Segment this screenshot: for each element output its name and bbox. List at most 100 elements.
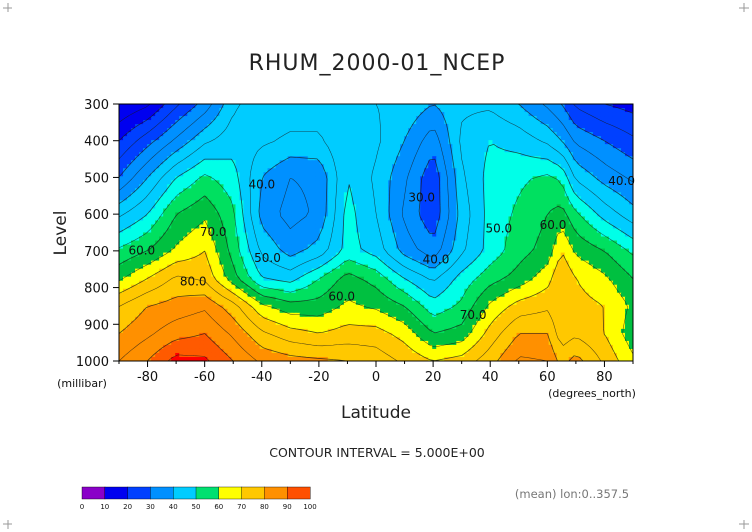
contour-cell bbox=[556, 148, 562, 153]
contour-cell bbox=[600, 108, 606, 113]
contour-cell bbox=[384, 104, 389, 109]
contour-cell bbox=[327, 108, 333, 113]
contour-cell bbox=[600, 192, 606, 197]
contour-cell bbox=[247, 232, 253, 238]
contour-cell bbox=[424, 140, 429, 145]
contour-cell bbox=[536, 148, 542, 153]
contour-cell bbox=[155, 240, 160, 246]
contour-cell bbox=[416, 176, 421, 181]
contour-cell bbox=[343, 232, 349, 238]
contour-cell bbox=[496, 104, 502, 109]
contour-cell bbox=[388, 128, 393, 133]
contour-cell bbox=[596, 228, 602, 234]
contour-cell bbox=[319, 240, 325, 246]
contour-cell bbox=[291, 168, 297, 173]
contour-cell bbox=[275, 168, 281, 173]
contour-cell bbox=[416, 112, 421, 117]
contour-cell bbox=[492, 136, 498, 141]
contour-cell bbox=[388, 108, 393, 113]
contour-cell bbox=[464, 248, 469, 254]
contour-cell bbox=[203, 236, 208, 242]
contour-cell bbox=[380, 252, 385, 258]
contour-cell bbox=[339, 196, 345, 201]
contour-cell bbox=[612, 248, 618, 254]
contour-cell bbox=[448, 248, 453, 254]
contour-cell bbox=[532, 172, 538, 177]
contour-cell bbox=[363, 216, 369, 222]
contour-cell bbox=[275, 232, 281, 238]
contour-cell bbox=[219, 248, 225, 254]
contour-cell bbox=[275, 184, 281, 189]
contour-cell bbox=[331, 172, 337, 177]
contour-cell bbox=[484, 244, 490, 250]
contour-cell bbox=[199, 256, 204, 262]
contour-cell bbox=[307, 144, 313, 149]
contour-cell bbox=[384, 244, 389, 250]
contour-cell bbox=[243, 144, 249, 149]
contour-cell bbox=[544, 188, 550, 193]
contour-cell bbox=[291, 164, 297, 169]
contour-cell bbox=[131, 224, 136, 230]
contour-cell bbox=[428, 248, 433, 254]
contour-cell bbox=[151, 128, 156, 133]
contour-cell bbox=[608, 224, 614, 230]
contour-cell bbox=[215, 108, 220, 113]
contour-cell bbox=[255, 120, 261, 125]
contour-cell bbox=[564, 112, 570, 117]
contour-cell bbox=[251, 120, 257, 125]
contour-cell bbox=[548, 112, 554, 117]
contour-cell bbox=[620, 220, 626, 226]
contour-cell bbox=[215, 188, 220, 193]
contour-cell bbox=[596, 188, 602, 193]
contour-cell bbox=[131, 180, 136, 185]
contour-cell bbox=[516, 124, 522, 129]
contour-cell bbox=[255, 228, 261, 234]
contour-cell bbox=[512, 128, 518, 133]
contour-cell bbox=[367, 216, 373, 222]
contour-cell bbox=[335, 200, 341, 205]
contour-cell bbox=[199, 232, 204, 238]
contour-cell bbox=[496, 256, 502, 262]
contour-cell bbox=[339, 112, 345, 117]
contour-cell bbox=[392, 224, 397, 230]
contour-cell bbox=[175, 116, 180, 121]
contour-cell bbox=[380, 104, 385, 109]
contour-cell bbox=[215, 200, 220, 205]
contour-cell bbox=[127, 112, 132, 117]
contour-cell bbox=[476, 104, 482, 109]
contour-cell bbox=[219, 180, 225, 185]
contour-cell bbox=[540, 164, 546, 169]
contour-cell bbox=[440, 220, 445, 226]
contour-cell bbox=[351, 104, 357, 109]
contour-cell bbox=[596, 108, 602, 113]
contour-cell bbox=[143, 248, 148, 254]
contour-cell bbox=[516, 104, 522, 109]
contour-cell bbox=[596, 128, 602, 133]
contour-cell bbox=[564, 252, 570, 258]
contour-cell bbox=[239, 124, 245, 129]
contour-cell bbox=[255, 172, 261, 177]
contour-cell bbox=[492, 244, 498, 250]
contour-cell bbox=[191, 208, 196, 214]
contour-cell bbox=[488, 228, 494, 234]
contour-cell bbox=[560, 240, 566, 246]
contour-cell bbox=[476, 156, 482, 161]
contour-cell bbox=[123, 220, 128, 226]
contour-cell bbox=[548, 184, 554, 189]
contour-cell bbox=[624, 244, 630, 250]
contour-cell bbox=[480, 180, 486, 185]
contour-cell bbox=[420, 108, 425, 113]
contour-cell bbox=[223, 212, 229, 218]
contour-cell bbox=[239, 212, 245, 218]
contour-cell bbox=[604, 120, 610, 125]
contour-cell bbox=[520, 200, 526, 205]
contour-cell bbox=[380, 212, 385, 218]
contour-cell bbox=[620, 208, 626, 214]
contour-cell bbox=[492, 124, 498, 129]
contour-cell bbox=[388, 156, 393, 161]
contour-cell bbox=[307, 236, 313, 242]
contour-cell bbox=[612, 220, 618, 226]
contour-cell bbox=[179, 204, 184, 210]
contour-cell bbox=[616, 228, 622, 234]
contour-cell bbox=[452, 244, 457, 250]
